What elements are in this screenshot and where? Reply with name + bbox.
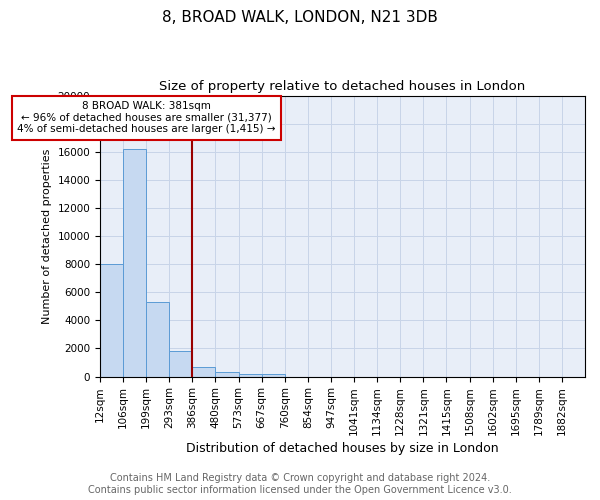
Text: 8 BROAD WALK: 381sqm
← 96% of detached houses are smaller (31,377)
4% of semi-de: 8 BROAD WALK: 381sqm ← 96% of detached h… [17,101,275,134]
Bar [193,366,215,376]
Bar [169,352,193,376]
Text: Contains HM Land Registry data © Crown copyright and database right 2024.
Contai: Contains HM Land Registry data © Crown c… [88,474,512,495]
Bar [146,302,169,376]
Bar [123,149,146,376]
Bar [239,374,262,376]
Bar [100,264,123,376]
Y-axis label: Number of detached properties: Number of detached properties [42,148,52,324]
Text: 8, BROAD WALK, LONDON, N21 3DB: 8, BROAD WALK, LONDON, N21 3DB [162,10,438,25]
Title: Size of property relative to detached houses in London: Size of property relative to detached ho… [160,80,526,93]
Bar [215,372,239,376]
Bar [262,374,285,376]
X-axis label: Distribution of detached houses by size in London: Distribution of detached houses by size … [186,442,499,455]
